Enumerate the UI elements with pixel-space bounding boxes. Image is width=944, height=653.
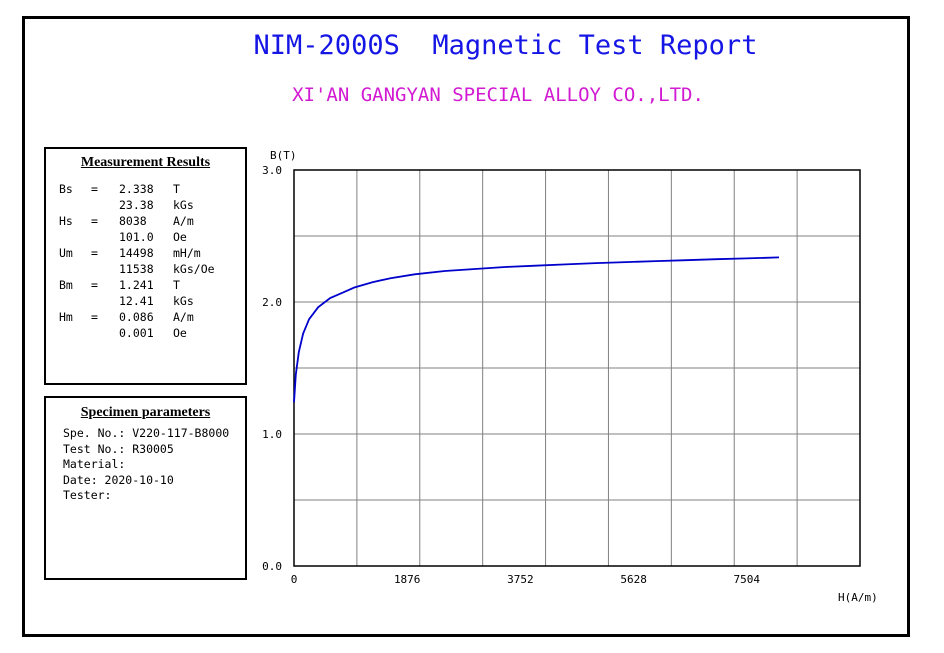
- report-title: NIM-2000S Magnetic Test Report: [253, 30, 758, 61]
- measurement-value: 11538: [119, 262, 154, 276]
- measurement-unit: kGs: [173, 198, 194, 212]
- measurement-unit: Oe: [173, 326, 187, 340]
- y-tick-label: 0.0: [262, 560, 282, 573]
- measurement-value: 101.0: [119, 230, 154, 244]
- measurement-value: 8038: [119, 214, 147, 228]
- measurement-symbol: Bs: [59, 182, 73, 196]
- x-axis-label: H(A/m): [838, 591, 878, 604]
- measurement-value: 2.338: [119, 182, 154, 196]
- measurement-value: 0.086: [119, 310, 154, 324]
- y-axis-label: B(T): [270, 149, 297, 162]
- specimen-line: Material:: [63, 457, 126, 471]
- measurement-unit: T: [173, 182, 180, 196]
- specimen-line: Date: 2020-10-10: [63, 472, 174, 487]
- y-tick-label: 1.0: [262, 428, 282, 441]
- measurement-unit: mH/m: [173, 246, 201, 260]
- measurement-results-heading: Measurement Results: [80, 155, 211, 170]
- y-tick-label: 2.0: [262, 296, 282, 309]
- x-tick-label: 1876: [394, 573, 421, 586]
- measurement-results-panel: Measurement Results Bs = 2.338 T 23.38 kGs Hs =…: [44, 147, 247, 385]
- measurement-equals: =: [91, 182, 98, 196]
- measurement-symbol: Hs: [59, 214, 73, 228]
- specimen-line: Tester:: [63, 488, 112, 502]
- specimen-line: Spe. No.: V220-117-B8000: [63, 426, 230, 440]
- measurement-symbol: Hm: [59, 310, 73, 324]
- measurement-value: 0.001: [119, 326, 154, 340]
- measurement-value: 1.241: [119, 278, 154, 292]
- plot-area-border: [293, 169, 861, 567]
- measurement-unit: T: [173, 278, 180, 292]
- y-tick-labels: 0.0 1.0 2.0 3.0: [262, 164, 282, 573]
- measurement-value: 12.41: [119, 294, 154, 308]
- measurement-equals: =: [91, 310, 98, 324]
- measurement-symbol: Bm: [59, 278, 73, 292]
- x-tick-label: 5628: [620, 573, 647, 586]
- y-tick-label: 3.0: [262, 164, 282, 177]
- x-tick-labels: 0 1876 3752 5628 7504: [291, 573, 761, 586]
- measurement-value: 23.38: [119, 198, 154, 212]
- company-name: XI'AN GANGYAN SPECIAL ALLOY CO.,LTD.: [292, 84, 704, 106]
- bh-curve-line: [293, 256, 780, 403]
- measurement-equals: =: [91, 246, 98, 260]
- x-tick-label: 0: [291, 573, 298, 586]
- measurement-unit: A/m: [173, 310, 194, 324]
- chart-grid: [294, 170, 860, 566]
- measurement-symbol: Um: [59, 246, 73, 260]
- specimen-line: Test No.: R30005: [63, 441, 174, 456]
- measurement-equals: =: [91, 278, 98, 292]
- specimen-parameters-panel: Specimen parameters Spe. No.: V220-117-B…: [44, 396, 247, 580]
- measurement-unit: kGs/Oe: [173, 262, 215, 276]
- measurement-equals: =: [91, 214, 98, 228]
- measurement-unit: kGs: [173, 294, 194, 308]
- x-tick-label: 7504: [734, 573, 761, 586]
- specimen-parameters-heading: Specimen parameters: [80, 405, 211, 420]
- measurement-unit: A/m: [173, 214, 194, 228]
- measurement-unit: Oe: [173, 230, 187, 244]
- x-tick-label: 3752: [507, 573, 534, 586]
- measurement-value: 14498: [119, 246, 154, 260]
